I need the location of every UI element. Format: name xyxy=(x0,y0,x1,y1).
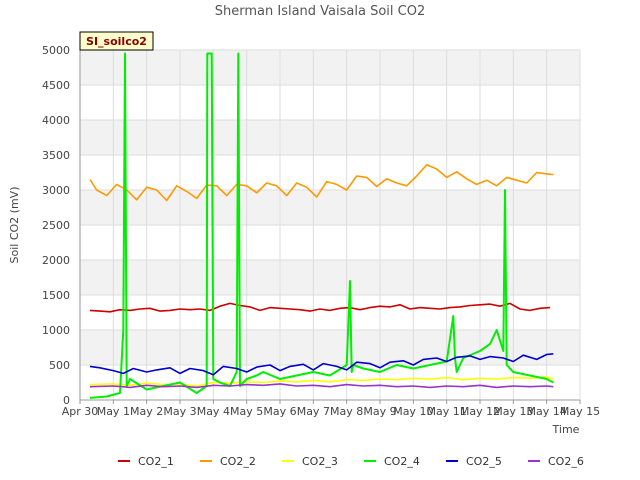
y-tick-label: 1500 xyxy=(42,289,70,302)
plot-bands xyxy=(80,50,580,365)
station-badge: SI_soilco2 xyxy=(79,31,154,51)
x-tick-label: May 2 xyxy=(130,405,163,418)
x-tick-label: May 6 xyxy=(263,405,296,418)
legend-label: CO2_5 xyxy=(466,455,502,468)
legend: CO2_1 CO2_2 CO2_3 CO2_4 CO2_5 CO2_6 xyxy=(118,455,584,468)
x-tick-label: May 15 xyxy=(560,405,600,418)
legend-label: CO2_3 xyxy=(302,455,338,468)
x-tick-label: Apr 30 xyxy=(62,405,99,418)
series-line-co2-3 xyxy=(89,376,554,387)
x-tick-label: May 1 xyxy=(97,405,130,418)
station-badge-label: SI_soilco2 xyxy=(86,35,147,48)
x-tick-label: May 14 xyxy=(527,405,567,418)
plot-band xyxy=(80,330,580,365)
legend-item-co2-6: CO2_6 xyxy=(528,455,584,468)
chart-title: Sherman Island Vaisala Soil CO2 xyxy=(215,4,425,19)
x-tick-label: May 13 xyxy=(493,405,533,418)
x-tick-label: May 4 xyxy=(197,405,230,418)
series-line-co2-6 xyxy=(89,383,554,389)
plot-band xyxy=(80,50,580,85)
series-line-co2-1 xyxy=(89,302,551,313)
y-tick-label: 0 xyxy=(63,394,70,407)
y-tick-label: 4500 xyxy=(42,79,70,92)
legend-item-co2-3: CO2_3 xyxy=(282,455,338,468)
x-tick-label: May 7 xyxy=(297,405,330,418)
x-tick-label: May 10 xyxy=(393,405,433,418)
legend-item-co2-5: CO2_5 xyxy=(446,455,502,468)
legend-item-co2-2: CO2_2 xyxy=(200,455,256,468)
y-tick-label: 2000 xyxy=(42,254,70,267)
y-tick-label: 1000 xyxy=(42,324,70,337)
x-tick-label: May 12 xyxy=(460,405,500,418)
plot-band xyxy=(80,120,580,155)
legend-item-co2-4: CO2_4 xyxy=(364,455,420,468)
x-tick-label: May 11 xyxy=(427,405,467,418)
series-line-co2-2 xyxy=(89,164,554,202)
x-tick-label: May 8 xyxy=(330,405,363,418)
series-layer xyxy=(89,52,554,399)
x-tick-label: May 5 xyxy=(230,405,263,418)
y-tick-label: 5000 xyxy=(42,44,70,57)
y-tick-labels: 0 500 1000 1500 2000 2500 3000 3500 4000 4500 5000 xyxy=(42,44,70,407)
x-axis-label: Time xyxy=(552,423,580,436)
series-line-co2-5 xyxy=(89,353,554,376)
axes xyxy=(79,50,581,404)
y-tick-label: 4000 xyxy=(42,114,70,127)
legend-label: CO2_4 xyxy=(384,455,420,468)
y-tick-label: 2500 xyxy=(42,219,70,232)
legend-label: CO2_1 xyxy=(138,455,174,468)
y-axis-label: Soil CO2 (mV) xyxy=(8,187,21,264)
legend-label: CO2_2 xyxy=(220,455,256,468)
series-line-co2-4 xyxy=(89,52,554,399)
plot-band xyxy=(80,260,580,295)
legend-item-co2-1: CO2_1 xyxy=(118,455,174,468)
y-tick-label: 3000 xyxy=(42,184,70,197)
y-tick-label: 3500 xyxy=(42,149,70,162)
y-tick-label: 500 xyxy=(49,359,70,372)
legend-label: CO2_6 xyxy=(548,455,584,468)
x-tick-label: May 3 xyxy=(163,405,196,418)
x-tick-label: May 9 xyxy=(363,405,396,418)
